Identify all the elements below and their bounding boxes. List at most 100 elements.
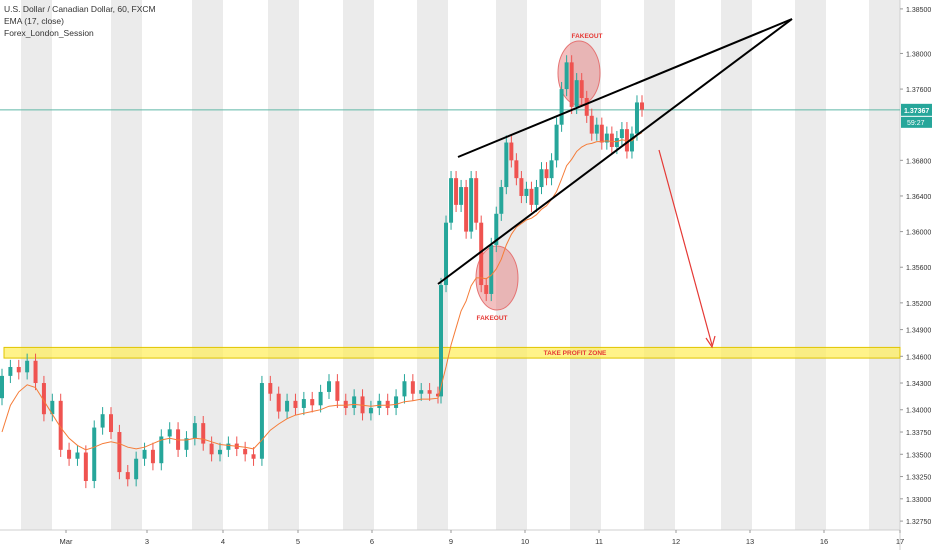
y-tick-label: 1.36000 [906,230,931,237]
candle-body [454,178,459,205]
candles [0,55,644,489]
x-tick-label: 6 [370,537,374,546]
candle-body [142,449,147,459]
candle [83,445,88,489]
candle-body [459,187,464,205]
candle [251,447,256,466]
candle-body [479,222,484,286]
session-band [644,0,675,530]
candle-body [559,89,564,125]
candle-body [640,102,644,110]
candle-body [544,169,549,179]
candle-body [504,142,509,188]
candle-body [33,360,38,384]
candle [276,386,281,419]
candle [439,277,443,404]
candle-body [301,399,306,408]
candle [524,181,529,204]
candle [377,393,382,416]
candle [117,424,122,480]
candle-body [484,285,489,294]
candle-body [343,400,348,408]
candle-body [159,436,164,464]
candle [410,374,415,401]
session-band [795,0,826,530]
candle-body [439,285,443,397]
legend-session[interactable]: Forex_London_Session [4,28,94,38]
candle-body [377,400,382,408]
candle [201,415,206,451]
session-band [111,0,142,530]
candle [619,122,624,146]
x-tick-label: 5 [296,537,300,546]
y-tick-label: 1.33500 [906,452,931,459]
candle [544,162,549,186]
candle-body [449,178,454,223]
rising-wedge [437,18,793,285]
candle-body [209,443,214,455]
candle [100,407,105,435]
candle [640,95,644,117]
candle [352,389,357,416]
candle [385,393,390,416]
y-tick-label: 1.34600 [906,354,931,361]
candle-body [201,423,206,444]
candle-body [529,188,534,205]
candle [209,436,214,462]
candle [454,171,459,212]
candle [67,442,72,466]
candle [0,368,4,406]
candle [529,181,534,212]
y-tick-label: 1.35600 [906,265,931,272]
candle [634,95,639,141]
candle-body [385,400,390,408]
x-tick-label: 13 [746,537,754,546]
candle [629,126,634,159]
candle [504,135,509,195]
candle-body [259,383,264,459]
y-tick-label: 1.36800 [906,158,931,165]
y-tick-label: 1.36400 [906,194,931,201]
countdown-badge-bg [901,116,932,128]
x-tick-label: 17 [896,537,904,546]
candle [368,400,373,421]
candle-body [100,414,105,428]
candle [50,393,55,422]
candle [554,117,559,168]
candle-body [549,160,554,179]
candle [509,135,514,168]
x-axis: Mar 3 4 5 6 9 10 11 12 13 16 17 [60,530,904,546]
candle-body [410,381,415,394]
candle [268,375,273,401]
candle-body [226,443,231,450]
candle [327,374,331,400]
candle [33,353,38,391]
candle-body [427,390,432,394]
x-tick-label: Mar [60,537,73,546]
candle [318,384,323,413]
candle [394,389,399,416]
session-band [21,0,52,530]
y-tick-label: 1.34000 [906,408,931,415]
candle [167,422,172,444]
candle-body [268,383,273,394]
candle [534,179,539,212]
candle-body [402,381,407,397]
candle-body [0,375,4,399]
candle-body [368,407,373,414]
session-band [417,0,448,530]
legend-ema[interactable]: EMA (17, close) [4,16,64,26]
session-band [192,0,223,530]
y-tick-label: 1.33000 [906,497,931,504]
candle-body [167,429,172,437]
candle-body [67,449,72,459]
candle-body [519,178,524,196]
candle [8,359,13,384]
candle [293,393,298,416]
candle-body [584,97,589,116]
session-band [343,0,374,530]
candle [75,445,80,466]
legend-symbol[interactable]: U.S. Dollar / Canadian Dollar, 60, FXCM [4,4,156,14]
